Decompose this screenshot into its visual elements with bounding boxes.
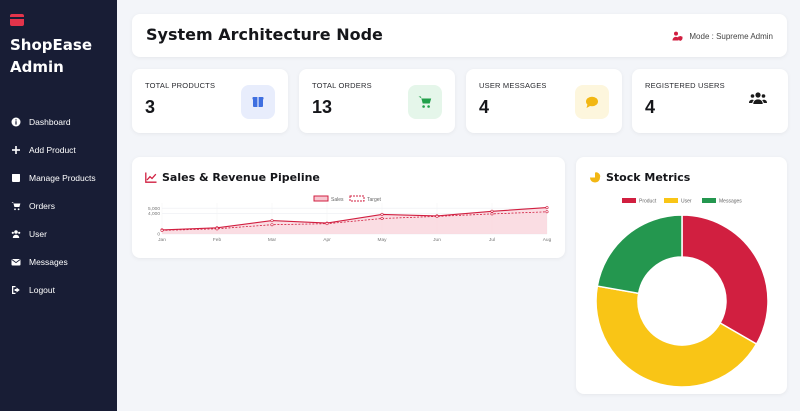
sidebar-item-orders[interactable]: Orders <box>0 192 117 220</box>
brand[interactable]: ShopEase Admin <box>10 14 92 78</box>
users-icon <box>741 81 775 115</box>
plus-icon <box>11 145 21 155</box>
stat-card-orders: TOTAL ORDERS 13 <box>299 69 455 133</box>
series-line-target <box>161 211 548 231</box>
sidebar-item-label: Add Product <box>29 145 76 155</box>
sidebar-item-dashboard[interactable]: Dashboard <box>0 108 117 136</box>
stat-label: REGISTERED USERS <box>645 81 725 90</box>
stat-card-users: REGISTERED USERS 4 <box>632 69 788 133</box>
pie-icon <box>589 172 601 183</box>
stock-metrics-card: Stock Metrics Product User Messages <box>576 157 787 394</box>
sidebar-item-messages[interactable]: Messages <box>0 248 117 276</box>
sidebar-item-label: User <box>29 229 47 239</box>
stat-label: TOTAL ORDERS <box>312 81 372 90</box>
cart-icon <box>408 85 442 119</box>
legend-swatch-messages <box>702 198 716 203</box>
data-point-target <box>325 222 329 226</box>
y-tick-label: 0 <box>157 232 160 238</box>
legend-label-sales: Sales <box>331 197 344 203</box>
data-point-sales <box>380 212 384 216</box>
chart-legend: Sales Target <box>313 195 382 203</box>
data-point-sales <box>545 206 549 210</box>
stat-value: 4 <box>479 97 490 117</box>
legend-swatch-user <box>664 198 678 203</box>
sales-pipeline-title: Sales & Revenue Pipeline <box>162 171 320 184</box>
cart-icon <box>11 201 21 211</box>
data-point-target <box>270 223 274 227</box>
mode-text: Mode : Supreme Admin <box>689 31 773 41</box>
sidebar-item-label: Messages <box>29 257 68 267</box>
series-line-sales <box>161 207 548 231</box>
box-icon <box>241 85 275 119</box>
box-icon <box>11 173 21 183</box>
y-tick-label: 4,000 <box>148 211 160 217</box>
data-point-target <box>545 210 549 214</box>
data-point-target <box>215 227 219 231</box>
sidebar-item-label: Orders <box>29 201 55 211</box>
sales-pipeline-card: Sales & Revenue Pipeline Sales Target 0 4,0… <box>132 157 565 258</box>
sidebar-nav: Dashboard Add Product Manage Products Or… <box>0 108 117 304</box>
donut-slice-product <box>681 214 769 346</box>
brand-title-line1: ShopEase <box>10 36 92 54</box>
chat-icon <box>575 85 609 119</box>
user-shield-icon <box>672 31 683 41</box>
stat-value: 13 <box>312 97 333 117</box>
stat-card-messages: USER MESSAGES 4 <box>466 69 622 133</box>
x-tick-label: Jun <box>433 237 441 243</box>
x-tick-label: Feb <box>213 237 222 243</box>
data-point-target <box>435 214 439 218</box>
data-point-sales <box>270 219 274 223</box>
data-point-target <box>160 228 164 232</box>
data-point-target <box>380 216 384 220</box>
data-point-sales <box>490 209 494 213</box>
envelope-icon <box>11 257 21 267</box>
sidebar-item-add-product[interactable]: Add Product <box>0 136 117 164</box>
shop-logo-icon <box>10 14 24 26</box>
sidebar-item-manage-products[interactable]: Manage Products <box>0 164 117 192</box>
legend-label-user: User <box>681 199 692 205</box>
sidebar-item-logout[interactable]: Logout <box>0 276 117 304</box>
donut-slice-messages <box>596 214 683 295</box>
x-tick-label: Jul <box>489 237 495 243</box>
x-tick-label: Jan <box>158 237 166 243</box>
sidebar-item-label: Dashboard <box>29 117 71 127</box>
legend-label-messages: Messages <box>719 199 742 205</box>
x-tick-label: Aug <box>543 237 552 243</box>
sidebar: ShopEase Admin Dashboard Add Product Man… <box>0 0 117 411</box>
card-title: Sales & Revenue Pipeline <box>145 171 320 184</box>
stat-value: 3 <box>145 97 156 117</box>
x-tick-label: Apr <box>323 237 331 243</box>
logout-icon <box>11 285 21 295</box>
stat-label: TOTAL PRODUCTS <box>145 81 216 90</box>
y-tick-label: 5,000 <box>148 206 160 212</box>
sidebar-item-user[interactable]: User <box>0 220 117 248</box>
users-icon <box>11 229 21 239</box>
data-point-target <box>490 212 494 216</box>
x-tick-label: May <box>377 237 387 243</box>
sidebar-item-label: Manage Products <box>29 173 96 183</box>
sidebar-item-label: Logout <box>29 285 55 295</box>
legend-swatch-sales <box>313 195 329 202</box>
stock-donut-chart: Product User Messages <box>595 198 769 388</box>
x-tick-label: Mar <box>268 237 277 243</box>
mode-indicator: Mode : Supreme Admin <box>672 31 773 41</box>
page-title: System Architecture Node <box>146 25 383 44</box>
card-title: Stock Metrics <box>589 171 690 184</box>
brand-title-line2: Admin <box>10 58 64 76</box>
legend-label-target: Target <box>367 197 382 203</box>
stat-card-products: TOTAL PRODUCTS 3 <box>132 69 288 133</box>
chart-line-icon <box>145 172 157 183</box>
legend-swatch-target <box>349 195 365 202</box>
legend-swatch-product <box>622 198 636 203</box>
legend-label-product: Product <box>639 199 657 205</box>
donut-slice-user <box>595 285 758 388</box>
info-icon <box>11 117 21 127</box>
stat-value: 4 <box>645 97 656 117</box>
header-card: System Architecture Node Mode : Supreme … <box>132 14 787 57</box>
stock-metrics-title: Stock Metrics <box>606 171 691 184</box>
stat-label: USER MESSAGES <box>479 81 547 90</box>
